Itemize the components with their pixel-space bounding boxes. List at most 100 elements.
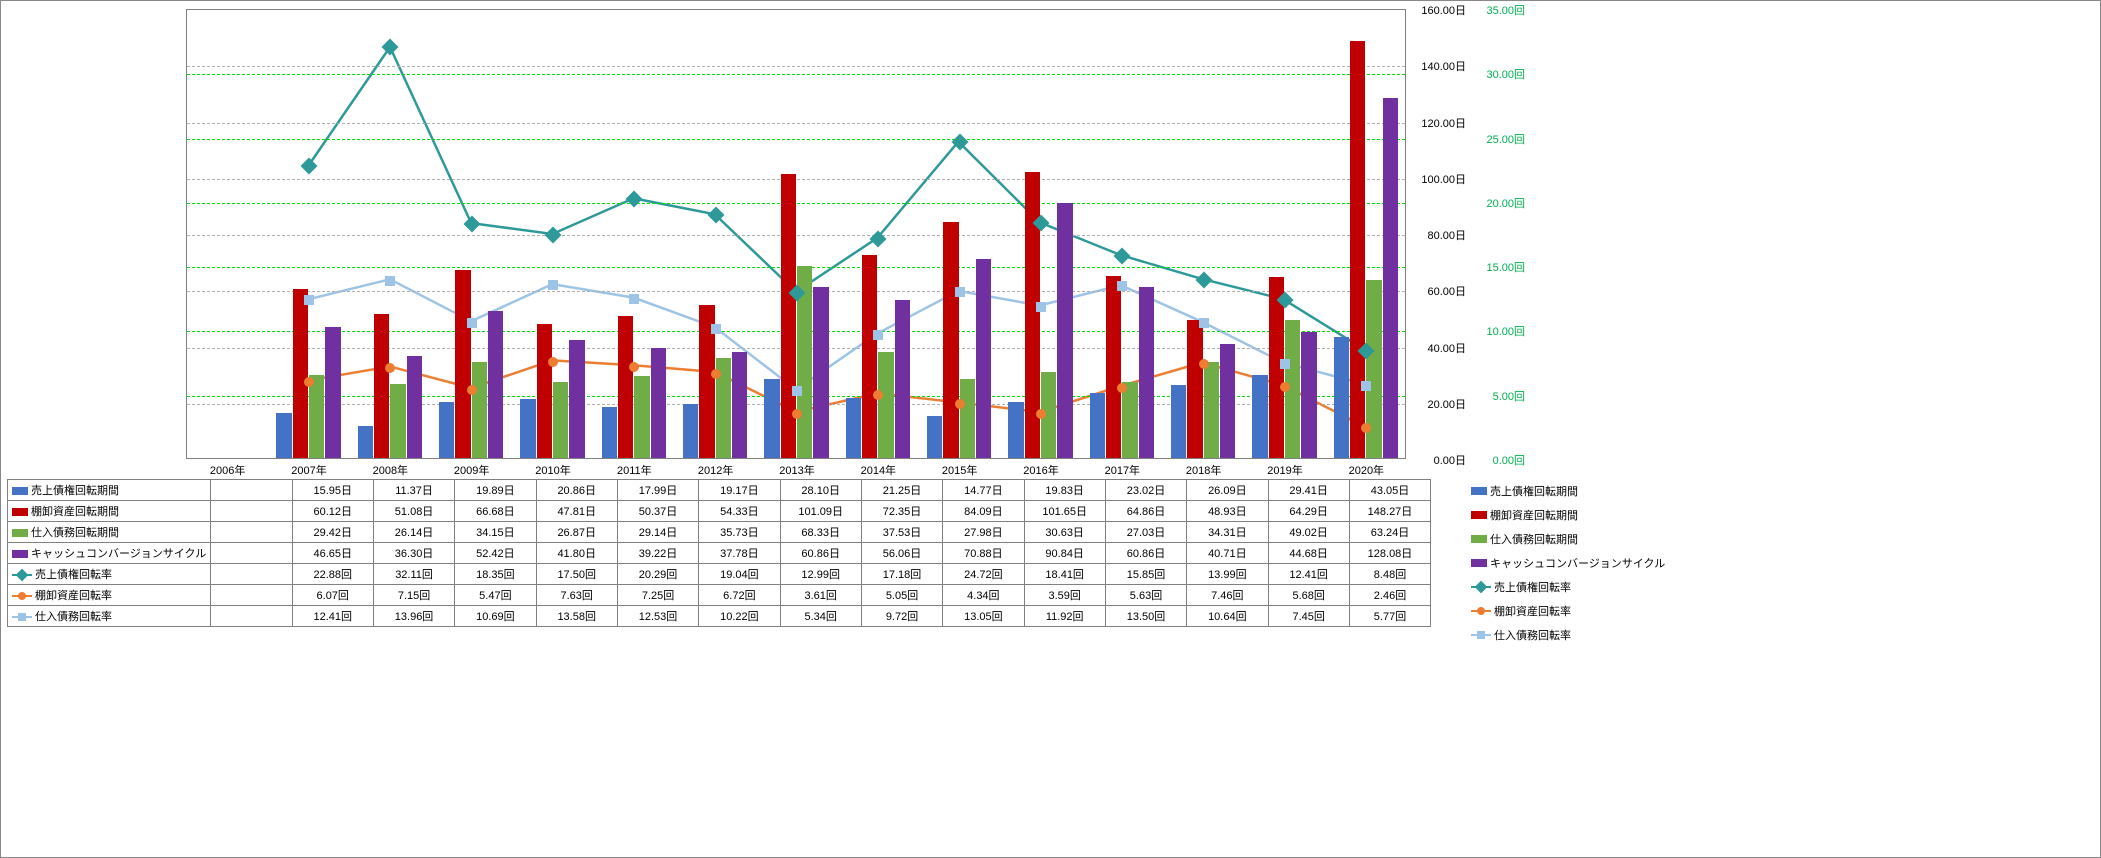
marker-s6: [1280, 382, 1290, 392]
bar-s1: [439, 402, 454, 458]
cell: 148.27日: [1349, 501, 1430, 522]
cell: 15.85回: [1105, 564, 1186, 585]
marker-s5: [382, 39, 399, 56]
cell: 50.37日: [617, 501, 698, 522]
marker-s7: [629, 294, 639, 304]
cell: [211, 585, 292, 606]
cell: 5.77回: [1349, 606, 1430, 627]
cell: 17.50回: [536, 564, 617, 585]
cell: 70.88日: [943, 543, 1024, 564]
cell: 7.25回: [617, 585, 698, 606]
legend-item-s7: 仕入債務回転率: [1471, 623, 1665, 647]
cell: 7.15回: [373, 585, 454, 606]
bar-s2: [1187, 320, 1202, 458]
cell: 12.99回: [780, 564, 861, 585]
marker-s6: [1117, 383, 1127, 393]
bar-s4: [1383, 98, 1398, 458]
series-label-s4: キャッシュコンバージョンサイクル: [8, 543, 211, 564]
marker-s7: [548, 280, 558, 290]
cell: 36.30日: [373, 543, 454, 564]
bar-s2: [1350, 41, 1365, 458]
cell: 17.18回: [861, 564, 942, 585]
bar-s1: [1334, 337, 1349, 458]
legend-label: 棚卸資産回転率: [1494, 603, 1571, 619]
legend-label: 売上債権回転期間: [1490, 483, 1578, 499]
marker-s6: [792, 409, 802, 419]
bar-s1: [1008, 402, 1023, 458]
bar-s1: [683, 404, 698, 458]
marker-s6: [548, 357, 558, 367]
y-left-tick: 80.00日: [1411, 227, 1466, 243]
cell: 9.72回: [861, 606, 942, 627]
bar-s4: [651, 348, 666, 458]
legend-item-s2: 棚卸資産回転期間: [1471, 503, 1665, 527]
cell: 34.15日: [455, 522, 536, 543]
bar-s4: [813, 287, 828, 458]
x-tick: 2017年: [1105, 462, 1140, 478]
bar-s3: [472, 362, 487, 458]
marker-s5: [545, 227, 562, 244]
y-left-tick: 100.00日: [1411, 171, 1466, 187]
marker-s6: [304, 377, 314, 387]
table-row: 仕入債務回転期間29.42日26.14日34.15日26.87日29.14日35…: [8, 522, 1431, 543]
x-tick: 2015年: [942, 462, 977, 478]
cell: 29.42日: [292, 522, 373, 543]
cell: 26.09日: [1187, 480, 1268, 501]
cell: 60.86日: [1105, 543, 1186, 564]
marker-s6: [955, 399, 965, 409]
marker-s5: [951, 134, 968, 151]
legend-label: 仕入債務回転率: [1494, 627, 1571, 643]
x-tick: 2012年: [698, 462, 733, 478]
cell: 19.83日: [1024, 480, 1105, 501]
series-label-s6: 棚卸資産回転率: [8, 585, 211, 606]
bar-s1: [846, 398, 861, 458]
marker-s7: [1199, 318, 1209, 328]
series-label-s1: 売上債権回転期間: [8, 480, 211, 501]
marker-s6: [1361, 423, 1371, 433]
cell: 49.02日: [1268, 522, 1349, 543]
cell: 12.41回: [292, 606, 373, 627]
y-left-tick: 20.00日: [1411, 396, 1466, 412]
bar-s1: [764, 379, 779, 458]
marker-s7: [711, 324, 721, 334]
cell: 41.80日: [536, 543, 617, 564]
y-left-tick: 0.00日: [1411, 452, 1466, 468]
marker-s7: [385, 276, 395, 286]
marker-s5: [870, 231, 887, 248]
marker-s5: [1195, 272, 1212, 289]
cell: 13.58回: [536, 606, 617, 627]
marker-s7: [1280, 359, 1290, 369]
x-tick: 2007年: [291, 462, 326, 478]
cell: 6.07回: [292, 585, 373, 606]
marker-s6: [467, 385, 477, 395]
bar-s1: [358, 426, 373, 458]
cell: 29.14日: [617, 522, 698, 543]
cell: 18.41回: [1024, 564, 1105, 585]
y-left-tick: 120.00日: [1411, 115, 1466, 131]
cell: 15.95日: [292, 480, 373, 501]
cell: 8.48回: [1349, 564, 1430, 585]
cell: 2.46回: [1349, 585, 1430, 606]
cell: 39.22日: [617, 543, 698, 564]
marker-s6: [873, 390, 883, 400]
bar-s3: [390, 384, 405, 458]
y-right-tick: 0.00回: [1475, 452, 1525, 468]
table-row: 売上債権回転期間15.95日11.37日19.89日20.86日17.99日19…: [8, 480, 1431, 501]
chart-container: 0.00日20.00日40.00日60.00日80.00日100.00日120.…: [0, 0, 2101, 858]
cell: 35.73日: [699, 522, 780, 543]
bar-s3: [634, 376, 649, 458]
y-right-tick: 25.00回: [1475, 131, 1525, 147]
legend-label: 棚卸資産回転期間: [1490, 507, 1578, 523]
series-label-s5: 売上債権回転率: [8, 564, 211, 585]
bar-s2: [537, 324, 552, 458]
cell: 12.41回: [1268, 564, 1349, 585]
cell: 90.84日: [1024, 543, 1105, 564]
marker-s7: [1117, 281, 1127, 291]
cell: [211, 480, 292, 501]
y-left-tick: 140.00日: [1411, 58, 1466, 74]
cell: 24.72回: [943, 564, 1024, 585]
cell: 128.08日: [1349, 543, 1430, 564]
cell: 27.98日: [943, 522, 1024, 543]
cell: 7.45回: [1268, 606, 1349, 627]
bar-s1: [1252, 375, 1267, 458]
